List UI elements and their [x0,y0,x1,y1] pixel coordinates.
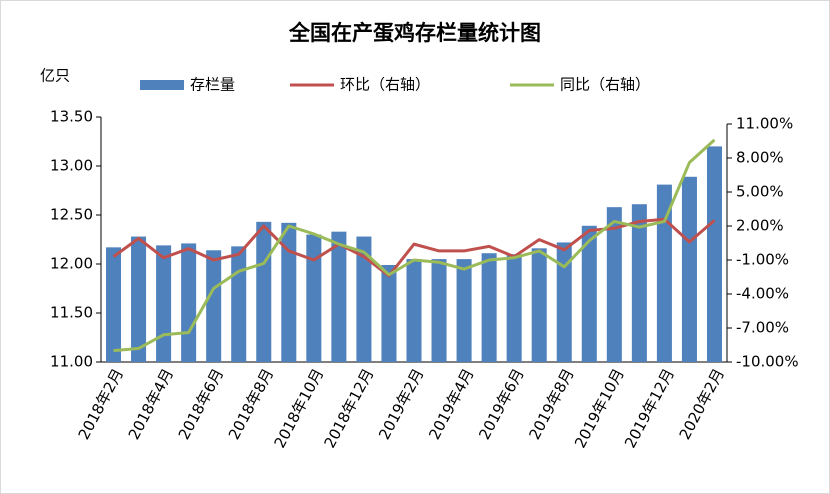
y2-tick-label: -4.00% [736,285,789,303]
y-axis-label: 亿只 [40,67,70,85]
y2-tick-label: -7.00% [736,319,789,337]
legend-swatch [140,80,184,90]
y2-tick-label: 5.00% [736,183,784,201]
bar [131,236,147,362]
bar [606,207,622,362]
y-tick-label: 13.50 [50,108,93,126]
y2-tick-label: 2.00% [736,217,784,235]
bar [656,184,672,362]
bar [431,259,447,362]
bar [356,236,372,362]
bar [256,221,272,362]
y2-tick-label: -1.00% [736,251,789,269]
bar [206,250,222,362]
y-tick-label: 12.00 [50,255,93,273]
bar [106,247,122,362]
bar [381,264,397,362]
bar [506,254,522,362]
y2-tick-label: 8.00% [736,149,784,167]
bar [331,231,347,362]
line [113,138,716,353]
bar [306,234,322,362]
bar [681,176,697,362]
y-tick-label: 11.00 [50,353,93,371]
y-tick-label: 11.50 [50,304,93,322]
y2-tick-label: -10.00% [736,353,799,371]
legend-label: 同比（右轴） [560,76,650,94]
bar [231,246,247,362]
bar [281,222,297,362]
bar [156,245,172,362]
chart-title: 全国在产蛋鸡存栏量统计图 [288,21,541,45]
line [112,217,716,278]
bar [181,243,197,362]
bar [581,225,597,362]
y2-tick-label: 11.00% [736,115,793,133]
bar [706,146,722,362]
legend-label: 环比（右轴） [340,76,430,94]
y-tick-label: 12.50 [50,206,93,224]
y-tick-label: 13.00 [50,157,93,175]
bar [556,242,572,362]
bar [406,259,422,362]
bar [631,204,647,362]
bar [456,259,472,362]
bar [481,253,497,362]
bar [531,248,547,362]
legend-label: 存栏量 [190,76,235,94]
